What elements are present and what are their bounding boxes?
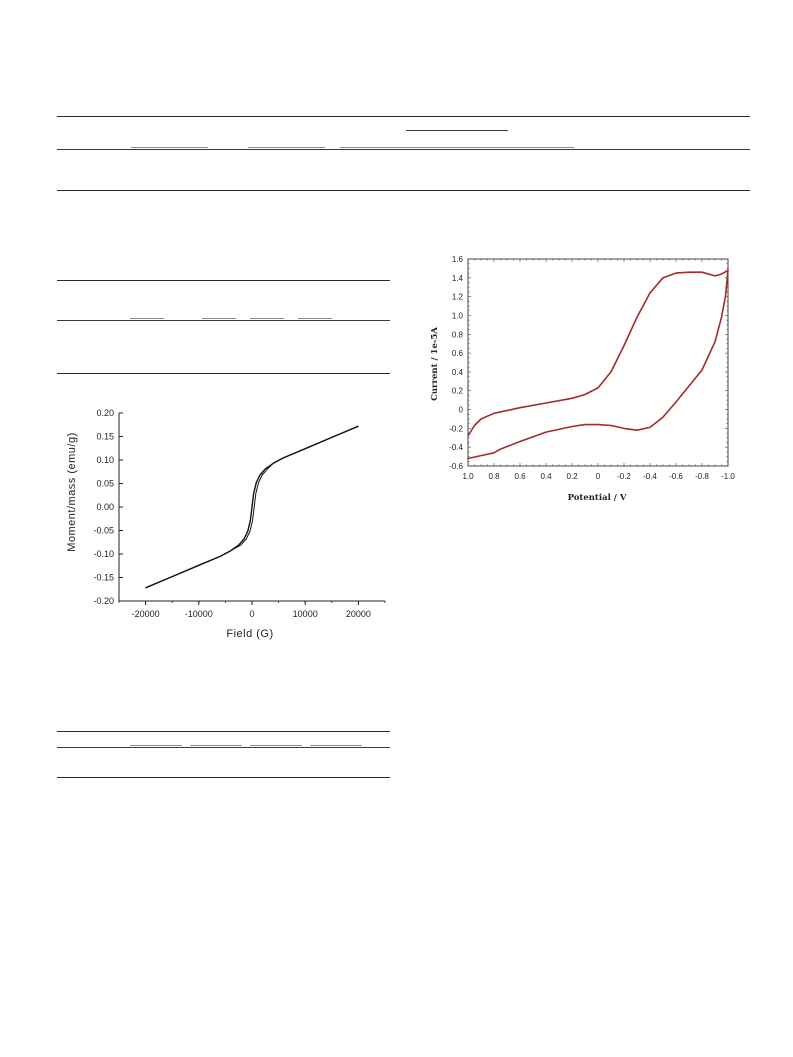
table3-bottom-rule	[57, 777, 390, 778]
table1-subcol-rule-3	[340, 147, 574, 148]
table1-header-rule	[57, 149, 750, 150]
voltammogram-x-tick-label: 0	[596, 472, 601, 481]
voltammogram-y-tick-label: 1.4	[452, 274, 464, 283]
magnetization-y-tick-label: -0.10	[93, 549, 114, 559]
magnetization-y-tick-label: 0.10	[96, 455, 114, 465]
voltammogram-plot-frame	[467, 258, 729, 467]
magnetization-y-tick-label: -0.20	[93, 596, 114, 606]
table3-top-rule	[57, 731, 390, 732]
table3-header-rule	[57, 747, 390, 748]
voltammogram-x-tick-label: -0.6	[669, 472, 683, 481]
voltammogram-x-tick-label: 0.6	[514, 472, 526, 481]
voltammogram-y-tick-label: 1.6	[452, 255, 464, 264]
magnetization-x-tick-label: 0	[249, 609, 254, 619]
table2-subcol-rule-2	[202, 318, 236, 319]
table1-bottom-rule	[57, 190, 750, 191]
voltammogram-x-tick-label: 0.4	[540, 472, 552, 481]
voltammogram-y-tick-label: 1.0	[452, 311, 464, 320]
voltammogram-x-tick-label: 1.0	[462, 472, 474, 481]
table3-subcol-rule-4	[310, 745, 362, 746]
voltammogram-x-tick-label: -1.0	[721, 472, 735, 481]
table2-bottom-rule	[57, 373, 390, 374]
voltammogram-x-tick-label: -0.8	[695, 472, 709, 481]
table2-header-rule	[57, 320, 390, 321]
voltammogram-y-tick-label: -0.4	[449, 443, 463, 452]
voltammogram-y-tick-label: -0.2	[449, 424, 463, 433]
magnetization-x-tick-label: -10000	[185, 609, 213, 619]
magnetization-y-axis-label: Moment/mass (emu/g)	[66, 432, 78, 552]
magnetization-y-tick-label: 0.20	[96, 408, 114, 418]
voltammogram-x-tick-label: 0.2	[566, 472, 578, 481]
magnetization-y-tick-label: 0.15	[96, 432, 114, 442]
table1-subcol-rule-2	[248, 147, 325, 148]
magnetization-x-axis-label: Field (G)	[226, 628, 273, 640]
table3-subcol-rule-3	[250, 745, 302, 746]
voltammogram-x-axis-label: Potential / V	[568, 493, 627, 503]
magnetization-x-tick-label: 20000	[346, 609, 371, 619]
voltammogram-y-tick-label: 0	[459, 406, 464, 415]
voltammogram-y-tick-label: -0.6	[449, 462, 463, 471]
table2-subcol-rule-1	[130, 318, 164, 319]
table1-top-rule	[57, 116, 750, 117]
table2-subcol-rule-3	[250, 318, 284, 319]
voltammogram-x-tick-label: 0.8	[488, 472, 500, 481]
table3-subcol-rule-2	[190, 745, 242, 746]
magnetization-curve-return	[145, 425, 359, 589]
voltammogram-y-axis-label: Current / 1e-5A	[430, 327, 440, 401]
voltammogram-y-tick-label: 0.2	[452, 387, 464, 396]
magnetization-y-tick-label: 0.00	[96, 502, 114, 512]
table2-subcol-rule-4	[298, 318, 332, 319]
magnetization-y-tick-label: -0.15	[93, 573, 114, 583]
table2-top-rule	[57, 280, 390, 281]
magnetization-y-tick-label: -0.05	[93, 526, 114, 536]
voltammogram-y-tick-label: 1.2	[452, 293, 464, 302]
voltammogram-y-tick-label: 0.4	[452, 368, 464, 377]
voltammogram-cv-curve	[467, 269, 729, 460]
magnetization-y-tick-label: 0.05	[96, 479, 114, 489]
voltammogram-y-tick-label: 0.8	[452, 330, 464, 339]
voltammogram-x-tick-label: -0.2	[617, 472, 631, 481]
magnetization-x-tick-label: -20000	[132, 609, 160, 619]
voltammogram-x-tick-label: -0.4	[643, 472, 657, 481]
magnetization-x-tick-label: 10000	[293, 609, 318, 619]
voltammogram-y-tick-label: 0.6	[452, 349, 464, 358]
table1-group-rule	[406, 130, 508, 131]
table1-subcol-rule-1	[131, 147, 208, 148]
table3-subcol-rule-1	[130, 745, 182, 746]
